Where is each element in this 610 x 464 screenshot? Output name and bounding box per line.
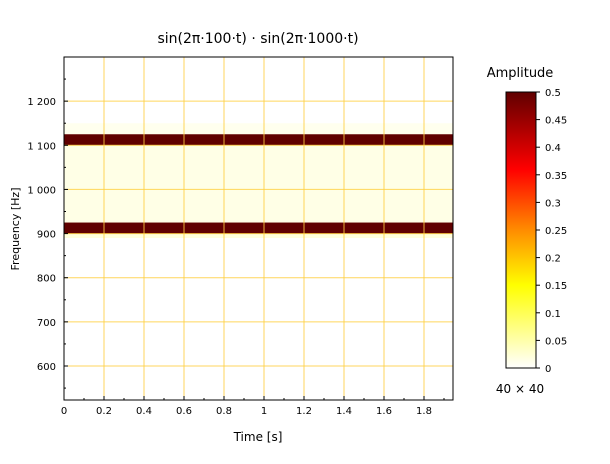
spectrogram-band: [64, 134, 453, 146]
y-tick-label: 600: [37, 362, 56, 373]
x-tick-label: 0: [61, 406, 67, 417]
colorbar-tick-label: 0.35: [545, 171, 567, 182]
y-axis-label: Frequency [Hz]: [9, 188, 22, 271]
colorbar-tick-label: 0.4: [545, 143, 561, 154]
y-tick-label: 800: [37, 274, 56, 285]
colorbar-tick-label: 0.2: [545, 254, 561, 265]
x-tick-label: 1.4: [336, 406, 352, 417]
x-tick-label: 0.6: [176, 406, 192, 417]
x-tick-label: 1.6: [376, 406, 392, 417]
spectrogram-band: [64, 145, 453, 223]
x-tick-label: 1.2: [296, 406, 312, 417]
resolution-label: 40 × 40: [496, 382, 544, 396]
colorbar-tick-label: 0.3: [545, 198, 561, 209]
colorbar-tick-label: 0: [545, 364, 551, 375]
y-tick-label: 1 000: [27, 185, 56, 196]
x-tick-label: 1: [261, 406, 267, 417]
colorbar-tick-label: 0.05: [545, 336, 567, 347]
colorbar-tick-label: 0.15: [545, 281, 567, 292]
x-tick-label: 1.8: [416, 406, 432, 417]
colorbar-tick-label: 0.1: [545, 309, 561, 320]
chart-title: sin(2π·100·t) · sin(2π·1000·t): [157, 31, 358, 47]
colorbar-tick-label: 0.5: [545, 88, 561, 99]
x-axis-label: Time [s]: [233, 430, 283, 444]
x-tick-label: 0.4: [136, 406, 152, 417]
y-tick-label: 900: [37, 230, 56, 241]
colorbar-tick-label: 0.45: [545, 116, 567, 127]
spectrogram-band: [64, 222, 453, 234]
y-tick-label: 1 200: [27, 97, 56, 108]
colorbar-tick-label: 0.25: [545, 226, 567, 237]
y-tick-label: 700: [37, 318, 56, 329]
colorbar-title: Amplitude: [487, 66, 554, 81]
plot-frame: [63, 56, 454, 401]
colorbar: [505, 91, 537, 369]
x-tick-label: 0.8: [216, 406, 232, 417]
y-tick-label: 1 100: [27, 141, 56, 152]
x-tick-label: 0.2: [96, 406, 112, 417]
